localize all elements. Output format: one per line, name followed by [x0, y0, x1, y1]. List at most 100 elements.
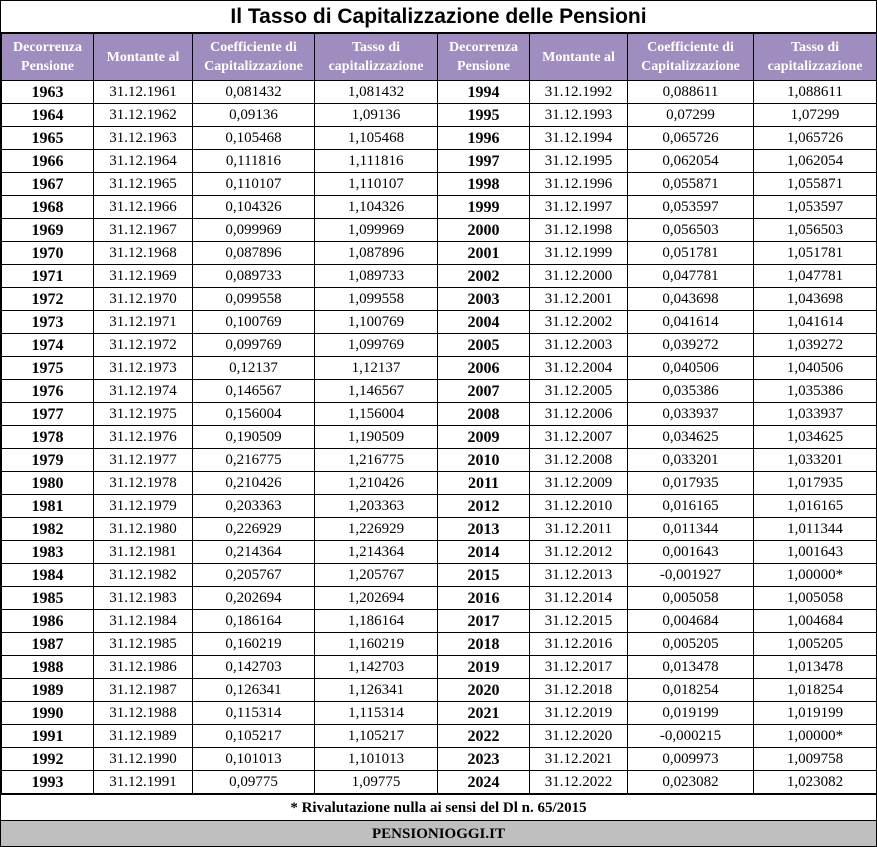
tasso-cell: 1,017935	[753, 471, 877, 495]
coefficiente-cell: 0,081432	[192, 80, 315, 104]
year-cell: 2007	[437, 379, 530, 403]
year-cell: 1989	[1, 678, 94, 702]
montante-cell: 31.12.1967	[93, 218, 193, 242]
tasso-cell: 1,099769	[314, 333, 438, 357]
coefficiente-cell: 0,099969	[192, 218, 315, 242]
table-row: 1967 31.12.1965 0,110107 1,110107 1998 31.12.…	[1, 172, 877, 196]
table-row: 1970 31.12.1968 0,087896 1,087896 2001 31.12.…	[1, 241, 877, 265]
tasso-cell: 1,019199	[753, 701, 877, 725]
tasso-cell: 1,009758	[753, 747, 877, 771]
montante-cell: 31.12.1976	[93, 425, 193, 449]
table-body: 1963 31.12.1961 0,081432 1,081432 1994 31.12.…	[1, 80, 877, 794]
year-cell: 2003	[437, 287, 530, 311]
year-cell: 2019	[437, 655, 530, 679]
year-cell: 1995	[437, 103, 530, 127]
tasso-cell: 1,039272	[753, 333, 877, 357]
montante-cell: 31.12.2014	[529, 586, 628, 610]
tasso-cell: 1,00000*	[753, 724, 877, 748]
coefficiente-cell: 0,216775	[192, 448, 315, 472]
year-cell: 1963	[1, 80, 94, 104]
montante-cell: 31.12.2013	[529, 563, 628, 587]
year-cell: 2012	[437, 494, 530, 518]
table-row: 1964 31.12.1962 0,09136 1,09136 1995 31.12.19…	[1, 103, 877, 127]
tasso-cell: 1,115314	[314, 701, 438, 725]
coefficiente-cell: 0,202694	[192, 586, 315, 610]
montante-cell: 31.12.1969	[93, 264, 193, 288]
tasso-cell: 1,160219	[314, 632, 438, 656]
tasso-cell: 1,202694	[314, 586, 438, 610]
year-cell: 2020	[437, 678, 530, 702]
tasso-cell: 1,016165	[753, 494, 877, 518]
year-cell: 1997	[437, 149, 530, 173]
montante-cell: 31.12.1968	[93, 241, 193, 265]
montante-cell: 31.12.1993	[529, 103, 628, 127]
year-cell: 1975	[1, 356, 94, 380]
year-cell: 2000	[437, 218, 530, 242]
coefficiente-cell: 0,088611	[627, 80, 754, 104]
year-cell: 2016	[437, 586, 530, 610]
coefficiente-cell: 0,004684	[627, 609, 754, 633]
coefficiente-cell: 0,110107	[192, 172, 315, 196]
montante-cell: 31.12.1987	[93, 678, 193, 702]
year-cell: 2010	[437, 448, 530, 472]
montante-cell: 31.12.2008	[529, 448, 628, 472]
montante-cell: 31.12.2002	[529, 310, 628, 334]
year-cell: 1976	[1, 379, 94, 403]
coefficiente-cell: 0,039272	[627, 333, 754, 357]
year-cell: 2001	[437, 241, 530, 265]
table-row: 1965 31.12.1963 0,105468 1,105468 1996 31.12.…	[1, 126, 877, 150]
year-cell: 1979	[1, 448, 94, 472]
tasso-cell: 1,214364	[314, 540, 438, 564]
montante-cell: 31.12.1966	[93, 195, 193, 219]
year-cell: 1987	[1, 632, 94, 656]
tasso-cell: 1,011344	[753, 517, 877, 541]
montante-cell: 31.12.1988	[93, 701, 193, 725]
montante-cell: 31.12.1977	[93, 448, 193, 472]
tasso-cell: 1,004684	[753, 609, 877, 633]
montante-cell: 31.12.2007	[529, 425, 628, 449]
tasso-cell: 1,099969	[314, 218, 438, 242]
montante-cell: 31.12.1983	[93, 586, 193, 610]
year-cell: 2006	[437, 356, 530, 380]
year-cell: 1978	[1, 425, 94, 449]
year-cell: 1977	[1, 402, 94, 426]
tasso-cell: 1,105468	[314, 126, 438, 150]
tasso-cell: 1,09775	[314, 770, 438, 794]
table-row: 1976 31.12.1974 0,146567 1,146567 2007 31.12.…	[1, 379, 877, 403]
year-cell: 2017	[437, 609, 530, 633]
coefficiente-cell: 0,005205	[627, 632, 754, 656]
montante-cell: 31.12.2003	[529, 333, 628, 357]
year-cell: 1993	[1, 770, 94, 794]
year-cell: 1964	[1, 103, 94, 127]
coefficiente-cell: 0,115314	[192, 701, 315, 725]
table-row: 1966 31.12.1964 0,111816 1,111816 1997 31.12.…	[1, 149, 877, 173]
coefficiente-cell: 0,160219	[192, 632, 315, 656]
tasso-cell: 1,099558	[314, 287, 438, 311]
montante-cell: 31.12.1994	[529, 126, 628, 150]
coefficiente-cell: 0,203363	[192, 494, 315, 518]
coefficiente-cell: 0,111816	[192, 149, 315, 173]
year-cell: 1982	[1, 517, 94, 541]
montante-cell: 31.12.1999	[529, 241, 628, 265]
table-row: 1963 31.12.1961 0,081432 1,081432 1994 31.12.…	[1, 80, 877, 104]
tasso-cell: 1,110107	[314, 172, 438, 196]
montante-cell: 31.12.1985	[93, 632, 193, 656]
montante-cell: 31.12.2016	[529, 632, 628, 656]
coefficiente-cell: 0,09775	[192, 770, 315, 794]
montante-cell: 31.12.1973	[93, 356, 193, 380]
tasso-cell: 1,146567	[314, 379, 438, 403]
montante-cell: 31.12.2010	[529, 494, 628, 518]
tasso-cell: 1,205767	[314, 563, 438, 587]
montante-cell: 31.12.2006	[529, 402, 628, 426]
year-cell: 1985	[1, 586, 94, 610]
tasso-cell: 1,033937	[753, 402, 877, 426]
tasso-cell: 1,111816	[314, 149, 438, 173]
header-coefficiente: Coefficiente di Capitalizzazione	[192, 33, 315, 81]
table-row: 1988 31.12.1986 0,142703 1,142703 2019 31.12.…	[1, 655, 877, 679]
year-cell: 2022	[437, 724, 530, 748]
tasso-cell: 1,081432	[314, 80, 438, 104]
year-cell: 2005	[437, 333, 530, 357]
tasso-cell: 1,09136	[314, 103, 438, 127]
header-decorrenza-pensione: Decorrenza Pensione	[437, 33, 530, 81]
montante-cell: 31.12.2022	[529, 770, 628, 794]
